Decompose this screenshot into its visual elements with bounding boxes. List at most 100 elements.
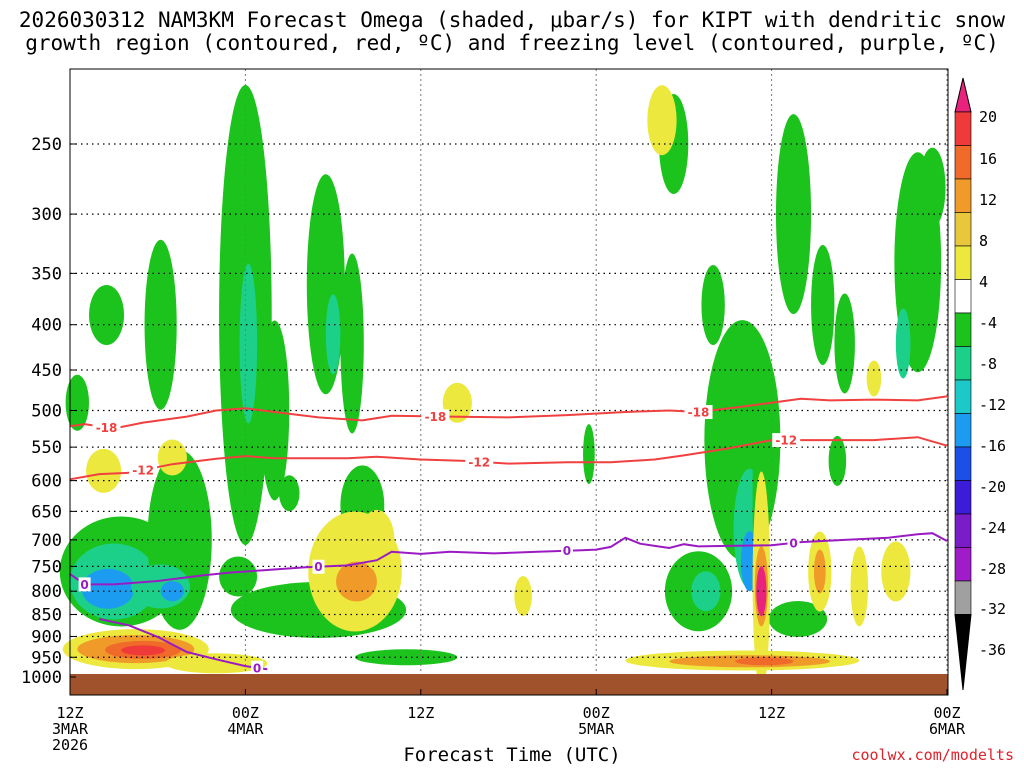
x-tick-label: 12Z (56, 704, 83, 722)
omega-upward-53 (834, 293, 855, 394)
y-tick-label: 850 (31, 606, 62, 626)
contour-3 (98, 618, 268, 671)
omega-upward-plume-12-core (239, 263, 258, 424)
colorbar-label: -12 (979, 396, 1006, 414)
omega-downward-7 (157, 439, 187, 476)
omega-upward-52-mid (828, 435, 847, 486)
omega-upward-plume-6 (144, 239, 177, 410)
colorbar-bottom-arrow (954, 614, 972, 691)
omega-downward-26 (442, 382, 472, 423)
contour-label-bg (560, 543, 573, 558)
y-tick-label: 950 (31, 648, 62, 668)
omega-upward-edge-left (65, 374, 90, 431)
colorbar-top-arrow (954, 77, 972, 113)
y-tick-label: 600 (31, 472, 62, 492)
x-tick-label: 4MAR (227, 720, 264, 738)
colorbar-segment (954, 111, 972, 146)
contour-label: -12 (775, 434, 797, 448)
omega-upward-plume-19 (340, 253, 364, 434)
y-axis-ticks: 2503003504004505005506006507007508008509… (21, 135, 76, 688)
omega-shading (59, 84, 946, 692)
omega-upward-plume-51 (811, 244, 835, 365)
omega-upward-plume-49 (775, 114, 812, 315)
colorbar-segment (954, 312, 972, 347)
x-tick-label: 5MAR (578, 720, 615, 738)
y-tick-label: 750 (31, 557, 62, 577)
y-tick-label: 250 (31, 135, 62, 155)
y-tick-label: 550 (31, 438, 62, 458)
omega-upward-plume-17-core (325, 294, 341, 375)
contour-label: 0 (789, 536, 797, 550)
omega-downward-40 (647, 85, 677, 156)
omega-downward-51-core (813, 549, 826, 594)
colorbar-segment (954, 346, 972, 381)
y-tick-label: 350 (31, 264, 62, 284)
contour-label: 0 (253, 661, 261, 675)
omega-upward-plume-59 (919, 147, 946, 228)
colorbar-label: -28 (979, 560, 1006, 578)
colorbar-label: -24 (979, 519, 1006, 537)
omega-upward-plume-17 (306, 174, 345, 395)
x-axis-label: Forecast Time (UTC) (403, 744, 621, 766)
y-tick-label: 450 (31, 361, 62, 381)
colorbar-segment (954, 446, 972, 481)
contour-label: 0 (563, 544, 571, 558)
colorbar-label: 8 (979, 232, 988, 250)
contour-label-bg (129, 462, 158, 477)
x-tick-label: 12Z (407, 704, 434, 722)
omega-upward-plume-58-core (895, 308, 911, 379)
y-tick-label: 400 (31, 316, 62, 336)
contour-label: -12 (132, 463, 154, 477)
contour-label-bg (684, 405, 713, 420)
contour-lines: -18 -18 -18 -12 -12 -12 0 0 0 0 0 (69, 395, 948, 675)
contour-label-bg (787, 535, 800, 550)
contour-label-bg (251, 660, 264, 675)
terrain-ground (70, 674, 948, 695)
x-tick-label: 12Z (758, 704, 785, 722)
x-tick-label: 00Z (933, 704, 960, 722)
omega-upward-low-43-core (691, 571, 721, 612)
colorbar-label: -20 (979, 478, 1006, 496)
colorbar-label: -32 (979, 600, 1006, 618)
colorbar-label: 12 (979, 191, 997, 209)
chart-title-line-2: growth region (contoured, red, ºC) and f… (25, 31, 999, 55)
x-tick-label: 00Z (583, 704, 610, 722)
omega-upward-plume-2 (89, 284, 125, 345)
colorbar-segment (954, 547, 972, 582)
contour-label-bg (312, 559, 325, 574)
contour-label: -12 (468, 455, 490, 469)
colorbar-label: -36 (979, 641, 1006, 659)
x-tick-label: 00Z (232, 704, 259, 722)
colorbar-label: 4 (979, 273, 988, 291)
y-tick-label: 1000 (21, 668, 62, 688)
colorbar-segment (954, 413, 972, 448)
colorbar-segment (954, 580, 972, 615)
contour-label: -18 (96, 421, 118, 435)
colorbar-label: -4 (979, 314, 997, 332)
contour-label: -18 (688, 406, 710, 420)
omega-upward-mid-15 (279, 475, 300, 512)
y-tick-label: 800 (31, 582, 62, 602)
contour-0 (69, 395, 948, 430)
contour-label-bg (421, 409, 450, 424)
y-tick-label: 300 (31, 205, 62, 225)
colorbar-segment (954, 178, 972, 213)
omega-upward-35 (583, 424, 595, 485)
contour-label-bg (772, 433, 801, 448)
y-tick-label: 650 (31, 502, 62, 522)
x-tick-label: 3MAR (52, 720, 89, 738)
y-tick-label: 700 (31, 531, 62, 551)
contour-label: 0 (80, 578, 88, 592)
omega-downward-31 (514, 575, 532, 616)
colorbar-label: -8 (979, 355, 997, 373)
colorbar-segment (954, 145, 972, 180)
contour-label: -18 (425, 410, 447, 424)
contour-1 (69, 436, 948, 481)
omega-downward-54 (850, 546, 869, 627)
colorbar-segment (954, 212, 972, 247)
omega-downward-55 (866, 360, 882, 397)
colorbar-segment (954, 513, 972, 548)
omega-upward-low-11 (219, 556, 258, 597)
